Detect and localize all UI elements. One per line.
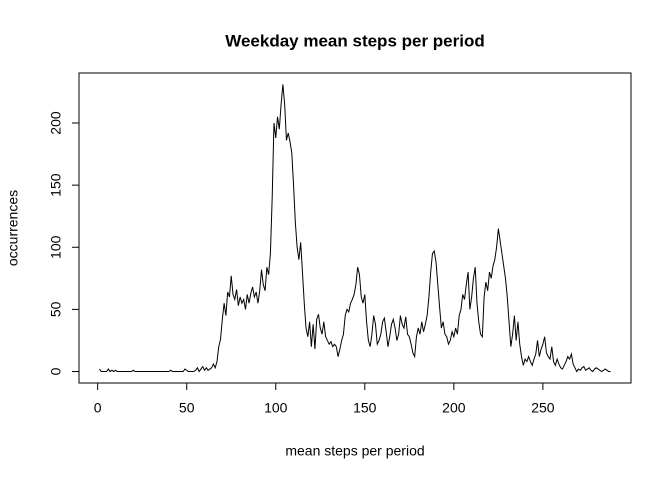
- y-tick-label: 200: [48, 111, 64, 135]
- x-tick-label: 200: [442, 400, 466, 416]
- y-tick-label: 100: [48, 235, 64, 259]
- y-tick-label: 150: [48, 173, 64, 197]
- y-tick-label: 0: [48, 367, 64, 375]
- y-tick-label: 50: [48, 301, 64, 317]
- chart-title: Weekday mean steps per period: [225, 31, 485, 50]
- y-axis-label: occurrences: [5, 190, 21, 266]
- data-line: [99, 84, 611, 373]
- x-tick-label: 50: [179, 400, 195, 416]
- x-tick-label: 250: [531, 400, 555, 416]
- x-tick-label: 0: [94, 400, 102, 416]
- x-tick-label: 150: [353, 400, 377, 416]
- x-axis-label: mean steps per period: [285, 443, 424, 459]
- x-tick-label: 100: [264, 400, 288, 416]
